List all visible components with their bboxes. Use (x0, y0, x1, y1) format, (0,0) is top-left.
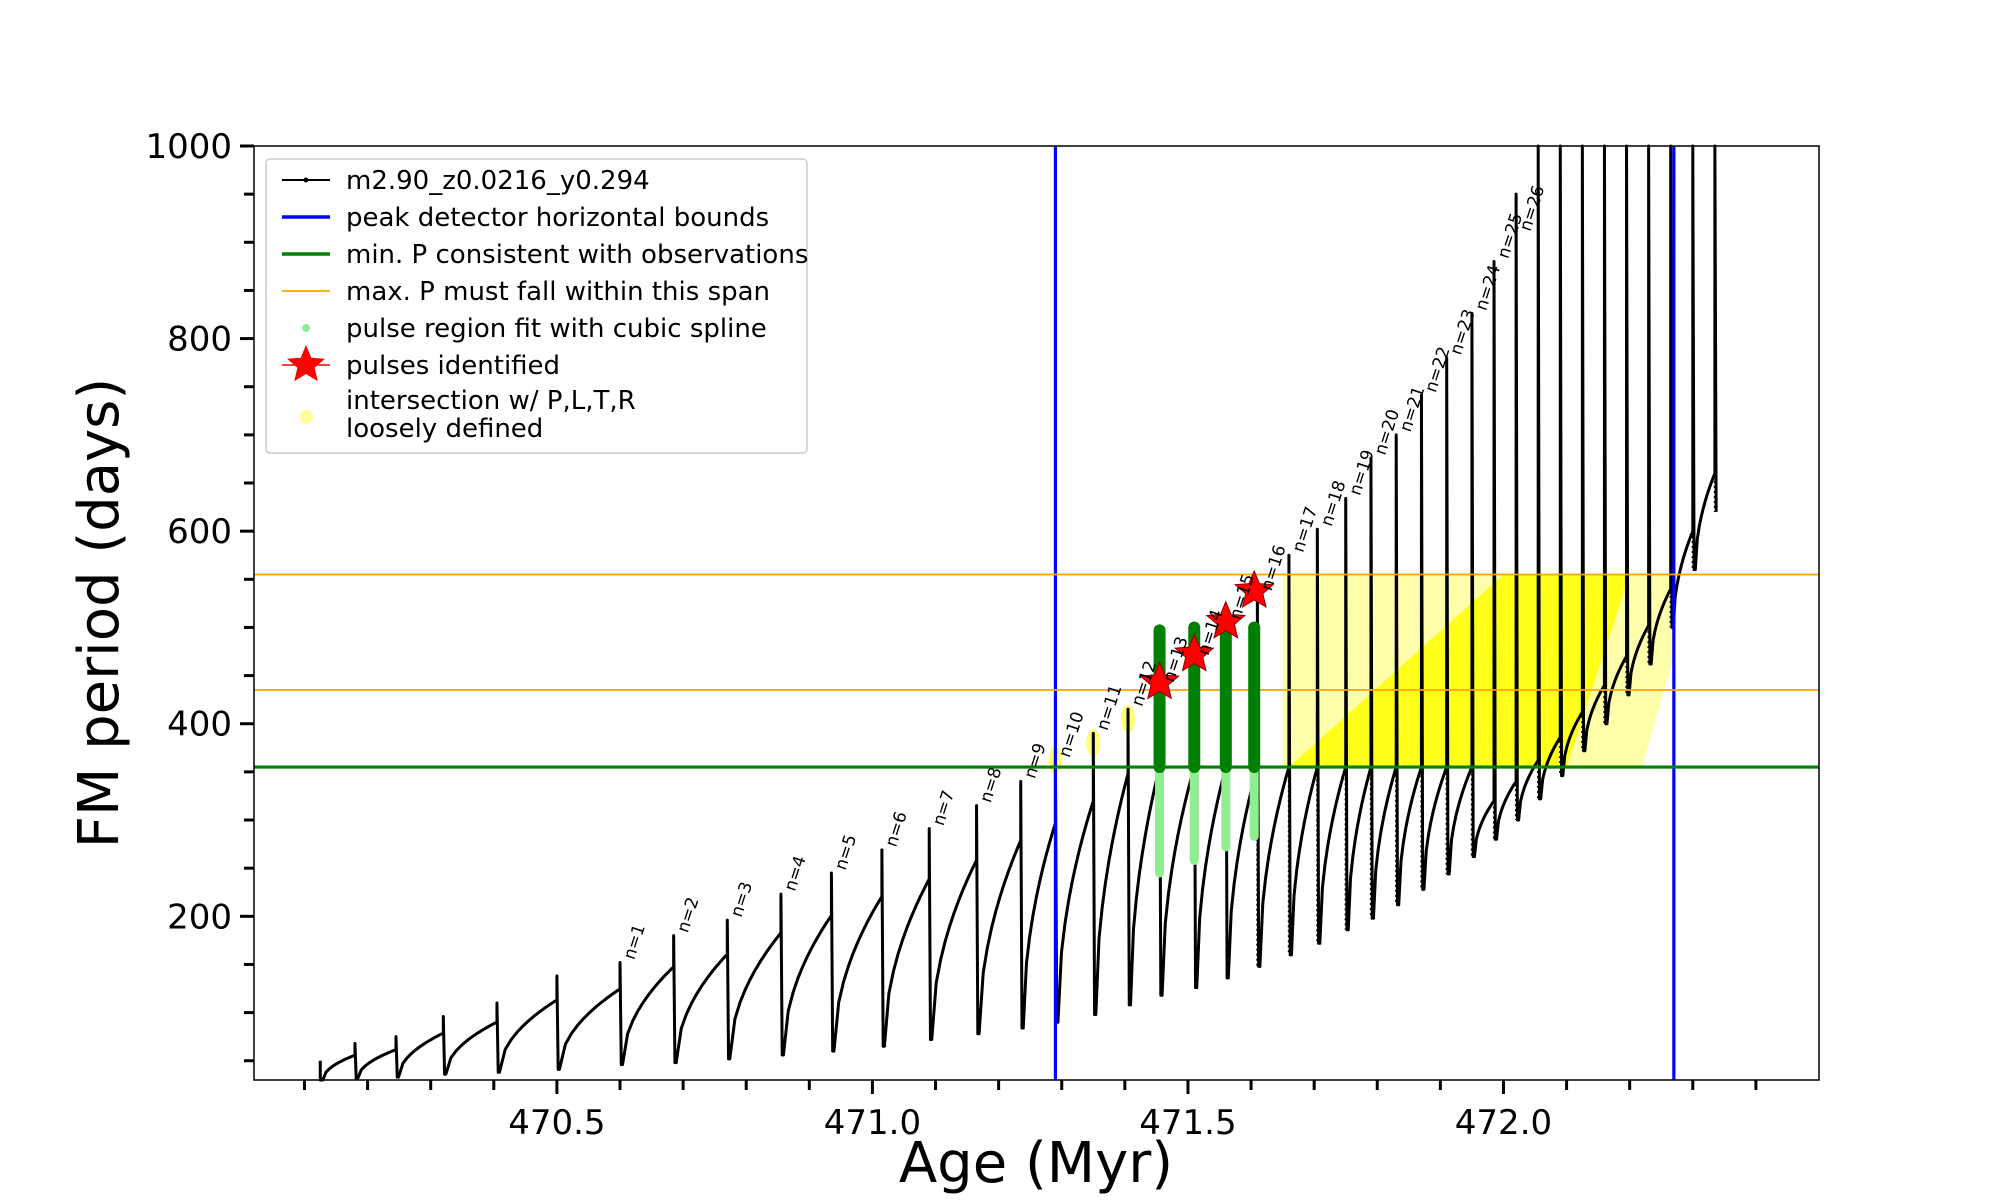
legend-label: pulses identified (346, 351, 560, 381)
y-tick-label: 1000 (145, 127, 232, 167)
legend-label: max. P must fall within this span (346, 277, 770, 307)
y-tick-label: 800 (167, 320, 232, 360)
legend-box (265, 158, 808, 454)
x-axis-label: Age (Myr) (899, 1131, 1173, 1196)
x-tick-label: 471.5 (1139, 1103, 1236, 1143)
legend-item: min. P consistent with observations (282, 240, 808, 270)
y-tick-label: 600 (167, 512, 232, 552)
x-tick-label: 472.0 (1455, 1103, 1552, 1143)
x-tick-label: 471.0 (824, 1103, 921, 1143)
ticks-layer: 470.5 471.0 471.5 472.0 200 400 600 800 1000 (145, 127, 1758, 1143)
legend-item: m2.90_z0.0216_y0.294 (282, 166, 650, 196)
legend-label: min. P consistent with observations (346, 240, 808, 270)
legend-star (287, 345, 325, 382)
legend-swatch (302, 324, 310, 332)
legend-label: pulse region fit with cubic spline (346, 314, 767, 344)
pulse-identified-star (1173, 633, 1215, 672)
x-tick-label: 470.5 (508, 1103, 605, 1143)
intersection-band (1288, 574, 1630, 768)
legend-label: m2.90_z0.0216_y0.294 (346, 166, 650, 196)
legend-item: pulse region fit with cubic spline (302, 314, 767, 344)
reference-lines-layer (254, 146, 1819, 1080)
legend-marker (303, 177, 309, 183)
legend-item: peak detector horizontal bounds (282, 203, 769, 233)
legend-item: max. P must fall within this span (282, 277, 770, 307)
y-tick-label: 400 (167, 705, 232, 745)
legend-item: pulses identified (282, 345, 560, 382)
highlight-layer (1048, 574, 1674, 775)
pulse-identified-star (1139, 660, 1180, 700)
y-axis-label: FM period (days) (67, 378, 132, 848)
y-tick-label: 200 (167, 897, 232, 937)
legend-label: intersection w/ P,L,T,R (346, 386, 636, 416)
legend-label-line2: loosely defined (346, 414, 543, 444)
legend-label: peak detector horizontal bounds (346, 203, 769, 233)
series-layer (318, 144, 1718, 1082)
pulse-identified-star (1205, 600, 1247, 639)
plot-frame (253, 145, 1820, 1081)
pulse-identified-star (1233, 569, 1275, 609)
legend-swatch (299, 410, 313, 424)
